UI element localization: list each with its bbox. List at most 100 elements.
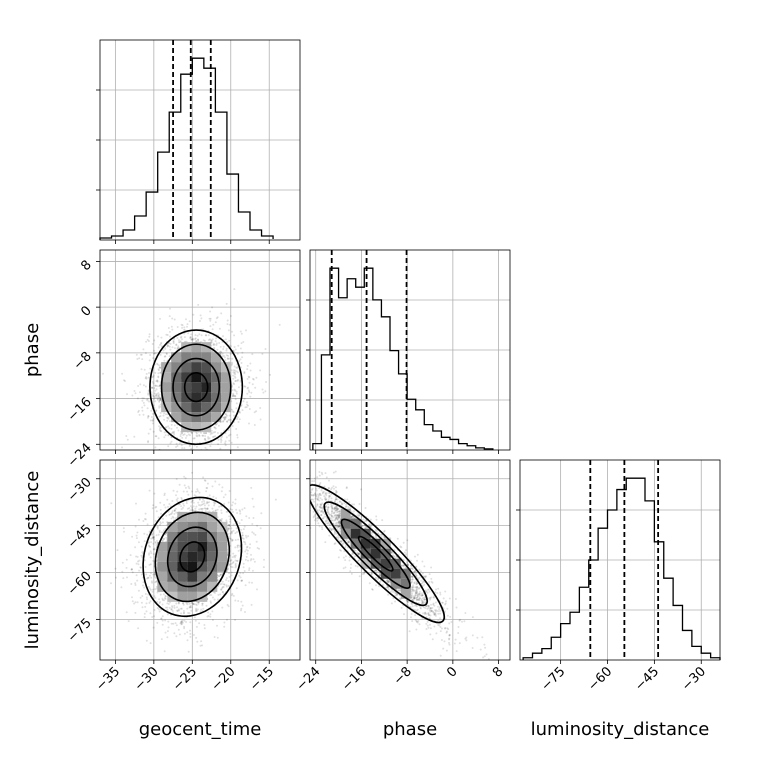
sample-point <box>153 615 156 618</box>
sample-point <box>196 488 199 491</box>
sample-point <box>246 392 249 395</box>
sample-point <box>216 316 219 319</box>
sample-point <box>158 385 161 388</box>
sample-point <box>195 340 198 343</box>
sample-point <box>246 368 249 371</box>
sample-point <box>244 611 246 613</box>
sample-point <box>177 341 180 344</box>
sample-point <box>243 507 246 510</box>
sample-point <box>142 584 144 587</box>
histogram-step <box>522 477 721 660</box>
sample-point <box>147 340 150 343</box>
sample-point <box>214 435 217 438</box>
sample-point <box>251 569 254 572</box>
sample-point <box>172 432 175 434</box>
sample-point <box>155 394 158 397</box>
sample-point <box>209 613 212 616</box>
sample-point <box>159 396 162 399</box>
sample-point <box>166 416 168 419</box>
sample-point <box>203 627 206 630</box>
sample-point <box>133 435 136 438</box>
sample-point <box>137 541 140 544</box>
sample-point <box>202 434 205 437</box>
sample-point <box>237 600 240 602</box>
sample-point <box>224 493 227 496</box>
sample-point <box>144 352 147 355</box>
sample-point <box>159 317 161 320</box>
sample-point <box>155 409 158 412</box>
panel-joint-geocent_time-luminosity_distance: −35 −30 −25 −20 −15−75−60−45−30 <box>65 459 301 694</box>
sample-point <box>164 631 167 634</box>
sample-point <box>248 391 251 393</box>
sample-point <box>147 416 149 419</box>
sample-point <box>213 426 216 429</box>
sample-point <box>231 592 234 595</box>
sample-point <box>177 628 180 631</box>
sample-point <box>203 432 206 435</box>
sample-point <box>138 413 141 416</box>
sample-point <box>232 395 234 397</box>
sample-point <box>247 404 249 407</box>
sample-point <box>145 377 148 380</box>
sample-point <box>216 348 219 351</box>
sample-point <box>193 616 196 619</box>
sample-point <box>171 317 174 320</box>
sample-point <box>134 582 137 585</box>
sample-point <box>137 411 140 413</box>
sample-point <box>152 394 155 397</box>
sample-point <box>151 419 154 422</box>
sample-point <box>156 397 159 400</box>
sample-point <box>196 334 199 337</box>
sample-point <box>211 610 214 613</box>
sample-point <box>226 357 229 360</box>
sample-point <box>233 394 236 397</box>
sample-point <box>210 350 213 353</box>
sample-point <box>156 398 159 401</box>
sample-point <box>168 330 171 333</box>
sample-point <box>147 376 150 379</box>
sample-point <box>187 433 190 436</box>
sample-point <box>121 372 124 375</box>
sample-point <box>226 618 228 621</box>
sample-point <box>189 434 191 437</box>
sample-point <box>209 317 212 320</box>
sample-point <box>164 619 167 622</box>
sample-point <box>160 345 163 348</box>
sample-point <box>131 394 134 397</box>
sample-point <box>167 505 169 508</box>
sample-point <box>156 607 159 610</box>
sample-point <box>262 566 265 569</box>
sample-point <box>192 313 195 316</box>
sample-point <box>231 410 234 413</box>
sample-point <box>153 387 156 390</box>
sample-point <box>215 317 218 320</box>
sample-point <box>232 411 235 414</box>
sample-point <box>181 436 184 439</box>
sample-point <box>232 374 235 377</box>
sample-point <box>212 344 215 346</box>
sample-point <box>154 384 157 387</box>
sample-point <box>200 334 203 337</box>
sample-point <box>248 376 251 379</box>
sample-point <box>185 434 188 437</box>
panel-joint-geocent_time-phase: −24−16−808 <box>65 249 301 471</box>
sample-point <box>146 523 149 526</box>
sample-point <box>158 396 161 399</box>
sample-point <box>140 601 143 604</box>
sample-point <box>163 436 166 439</box>
sample-point <box>179 341 181 344</box>
sample-point <box>227 329 230 332</box>
sample-point <box>164 426 167 429</box>
sample-point <box>197 340 200 343</box>
sample-point <box>240 579 243 582</box>
sample-point <box>236 366 239 369</box>
sample-point <box>157 375 160 378</box>
sample-point <box>235 402 238 405</box>
sample-point <box>239 358 242 361</box>
sample-point <box>247 375 250 378</box>
sample-point <box>242 566 245 569</box>
sample-point <box>236 418 239 420</box>
sample-point <box>210 341 213 344</box>
sample-point <box>225 413 228 416</box>
sample-point <box>244 543 247 546</box>
